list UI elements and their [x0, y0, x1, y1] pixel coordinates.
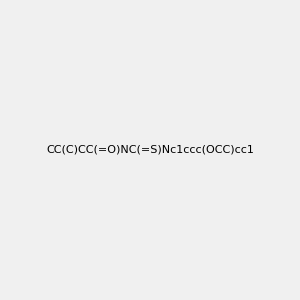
Text: CC(C)CC(=O)NC(=S)Nc1ccc(OCC)cc1: CC(C)CC(=O)NC(=S)Nc1ccc(OCC)cc1 — [46, 145, 254, 155]
